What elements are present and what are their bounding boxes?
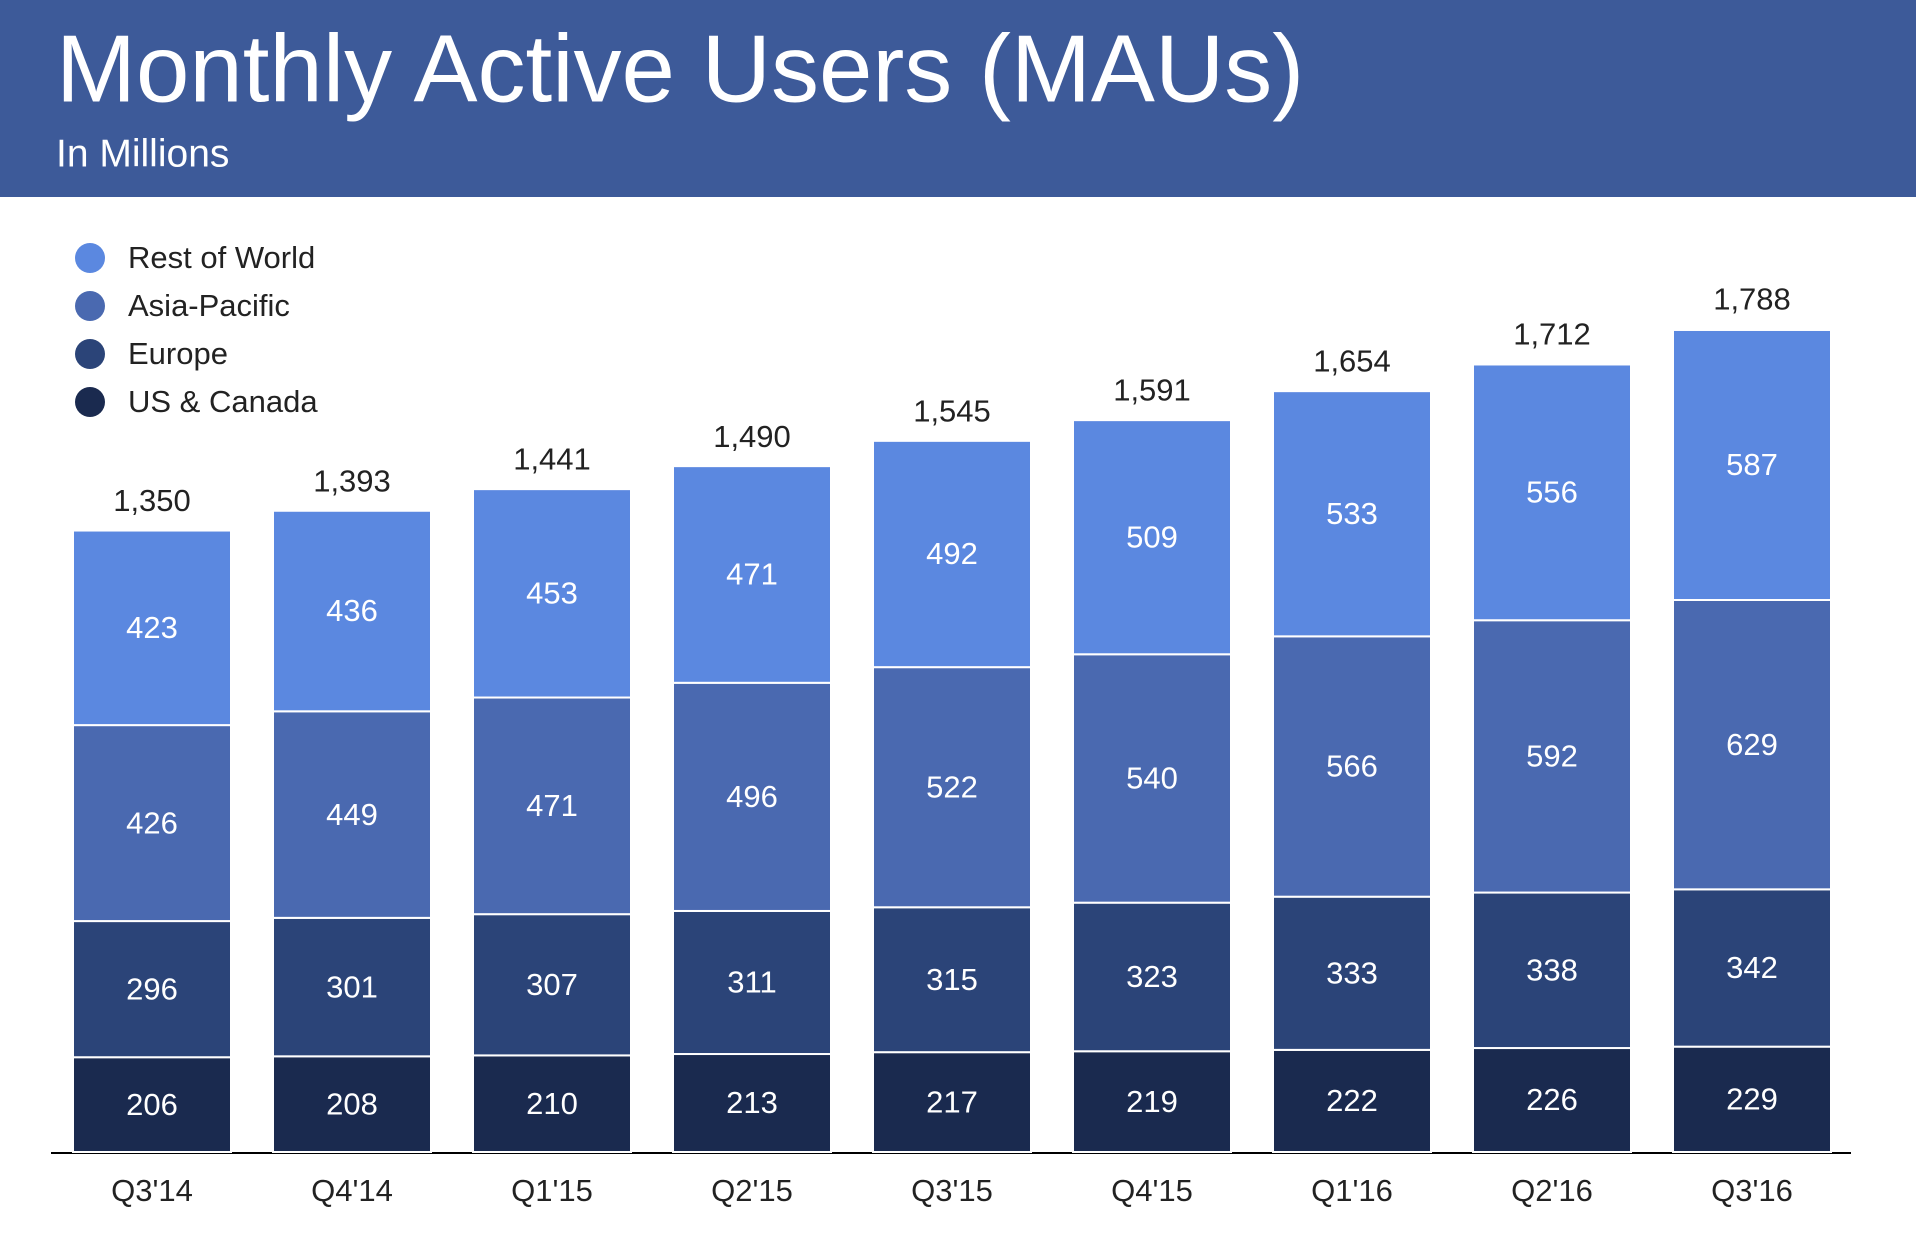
segment-label: 315 xyxy=(926,962,978,997)
segment-label: 496 xyxy=(726,779,778,814)
bar-segment xyxy=(1672,328,1832,601)
total-label: 1,490 xyxy=(713,419,791,454)
segment-label: 566 xyxy=(1326,749,1378,784)
bar-segment xyxy=(472,696,632,916)
bar-segment xyxy=(272,509,432,713)
bar-segment xyxy=(72,724,232,923)
total-label: 1,350 xyxy=(113,483,191,518)
segment-label: 296 xyxy=(126,971,178,1006)
chart-title: Monthly Active Users (MAUs) xyxy=(56,15,1304,122)
total-label: 1,441 xyxy=(513,441,591,476)
legend-label: Asia-Pacific xyxy=(128,288,290,323)
segment-label: 629 xyxy=(1726,727,1778,762)
segment-label: 333 xyxy=(1326,955,1378,990)
bar-segment xyxy=(872,666,1032,909)
segment-label: 229 xyxy=(1726,1082,1778,1117)
bar-segment xyxy=(672,465,832,684)
segment-label: 449 xyxy=(326,797,378,832)
segment-label: 338 xyxy=(1526,952,1578,987)
bar-segment xyxy=(1072,1050,1232,1154)
total-label: 1,712 xyxy=(1513,317,1591,352)
legend-label: Rest of World xyxy=(128,240,315,275)
segment-label: 208 xyxy=(326,1086,378,1121)
segment-label: 556 xyxy=(1526,475,1578,510)
segment-label: 213 xyxy=(726,1085,778,1120)
bar-segment xyxy=(272,916,432,1058)
x-tick-label: Q2'15 xyxy=(711,1173,793,1208)
segment-label: 471 xyxy=(526,788,578,823)
segment-label: 522 xyxy=(926,769,978,804)
chart-subtitle: In Millions xyxy=(56,132,229,175)
segment-label: 323 xyxy=(1126,959,1178,994)
legend-swatch xyxy=(75,291,105,321)
segment-label: 206 xyxy=(126,1087,178,1122)
segment-label: 210 xyxy=(526,1086,578,1121)
segment-label: 217 xyxy=(926,1084,978,1119)
legend-swatch xyxy=(75,243,105,273)
x-tick-label: Q3'16 xyxy=(1711,1173,1793,1208)
segment-label: 453 xyxy=(526,576,578,611)
bar-segment xyxy=(1472,363,1632,622)
bar-segment xyxy=(1272,390,1432,638)
bar-segment xyxy=(1072,419,1232,656)
total-label: 1,545 xyxy=(913,393,991,428)
bar-segment xyxy=(1672,888,1832,1048)
x-tick-label: Q4'14 xyxy=(311,1173,393,1208)
segment-label: 307 xyxy=(526,967,578,1002)
segment-label: 471 xyxy=(726,557,778,592)
segment-label: 423 xyxy=(126,610,178,645)
bar-segment xyxy=(1072,901,1232,1053)
segment-label: 509 xyxy=(1126,519,1178,554)
legend-label: US & Canada xyxy=(128,384,318,419)
bar-segment xyxy=(72,920,232,1059)
bar-segment xyxy=(1272,1048,1432,1154)
legend-swatch xyxy=(75,387,105,417)
segment-label: 311 xyxy=(727,965,776,1000)
bar-segment xyxy=(672,1053,832,1154)
bar-segment xyxy=(1272,635,1432,898)
bar-segment xyxy=(1472,891,1632,1050)
bar-segment xyxy=(472,1054,632,1154)
segment-label: 219 xyxy=(1126,1084,1178,1119)
bar-segment xyxy=(872,439,1032,669)
segment-label: 301 xyxy=(326,969,378,1004)
bar-segment xyxy=(1272,895,1432,1051)
segment-label: 226 xyxy=(1526,1082,1578,1117)
bar-segment xyxy=(272,1055,432,1153)
bar-segment xyxy=(72,529,232,727)
x-tick-label: Q4'15 xyxy=(1111,1173,1193,1208)
segment-label: 587 xyxy=(1726,447,1778,482)
bar-segment xyxy=(1672,1045,1832,1154)
bar-segment xyxy=(272,710,432,919)
bar-segment xyxy=(872,1051,1032,1154)
x-tick-label: Q3'15 xyxy=(911,1173,993,1208)
bar-segment xyxy=(672,681,832,912)
segment-label: 426 xyxy=(126,805,178,840)
legend-label: Europe xyxy=(128,336,228,371)
header-band xyxy=(0,0,1916,197)
bar-segment xyxy=(72,1056,232,1153)
segment-label: 533 xyxy=(1326,496,1378,531)
x-tick-label: Q2'16 xyxy=(1511,1173,1593,1208)
x-tick-label: Q1'15 xyxy=(511,1173,593,1208)
total-label: 1,393 xyxy=(313,463,391,498)
segment-label: 592 xyxy=(1526,739,1578,774)
bar-segment xyxy=(1672,599,1832,891)
segment-label: 540 xyxy=(1126,761,1178,796)
total-label: 1,591 xyxy=(1113,372,1191,407)
total-label: 1,788 xyxy=(1713,282,1791,317)
total-label: 1,654 xyxy=(1313,343,1391,378)
segment-label: 222 xyxy=(1326,1083,1378,1118)
bar-segment xyxy=(472,488,632,699)
legend-swatch xyxy=(75,339,105,369)
x-tick-label: Q3'14 xyxy=(111,1173,193,1208)
x-tick-label: Q1'16 xyxy=(1311,1173,1393,1208)
segment-label: 436 xyxy=(326,593,378,628)
bar-segment xyxy=(872,906,1032,1054)
segment-label: 492 xyxy=(926,536,978,571)
segment-label: 342 xyxy=(1726,950,1778,985)
